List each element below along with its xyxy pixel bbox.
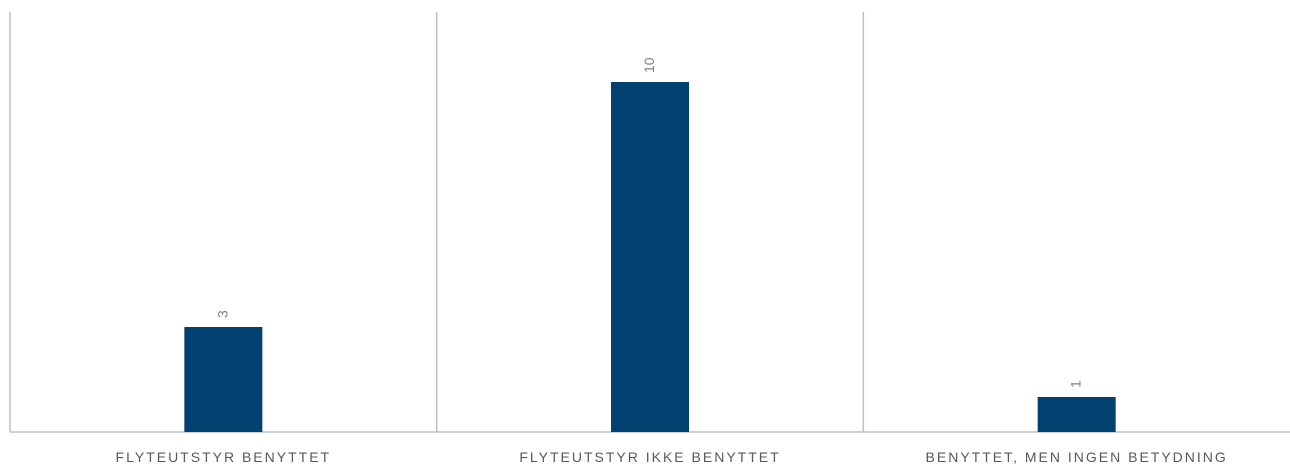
bar: [611, 82, 689, 432]
data-label: 1: [1068, 380, 1084, 388]
x-tick-label: FLYTEUTSTYR BENYTTET: [116, 449, 332, 464]
data-label: 10: [641, 57, 657, 73]
data-label: 3: [214, 310, 230, 318]
x-tick-label: FLYTEUTSTYR IKKE BENYTTET: [519, 449, 780, 464]
bar: [1037, 397, 1116, 432]
x-tick-label: BENYTTET, MEN INGEN BETYDNING: [926, 449, 1228, 464]
bar: [184, 327, 263, 432]
